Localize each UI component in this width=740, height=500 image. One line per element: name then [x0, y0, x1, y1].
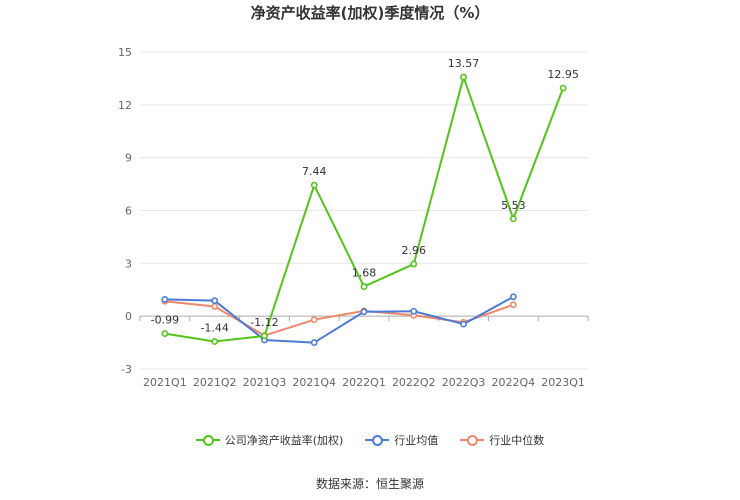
data-point: [161, 296, 169, 303]
data-label: -0.99: [151, 314, 179, 327]
data-point: [161, 330, 169, 338]
grid-lines: [140, 51, 588, 370]
data-label: 5.53: [501, 199, 526, 212]
y-tick-label: 6: [125, 205, 132, 218]
legend-swatch-company: [195, 434, 220, 446]
data-label: 12.95: [547, 68, 579, 81]
data-point: [509, 301, 517, 309]
legend-item-industry-mean[interactable]: 行业均值: [365, 432, 438, 448]
chart-svg: -3 0 3 6 9 12 15 2021Q1 2021Q2 2021Q3 2021Q4 2022Q…: [118, 46, 589, 389]
x-tick-label: 2021Q3: [243, 376, 287, 389]
y-tick-label: 0: [125, 310, 132, 323]
data-point: [410, 260, 418, 268]
data-label: 7.44: [302, 165, 327, 178]
data-point: [460, 320, 467, 328]
y-tick-label: -3: [121, 363, 132, 376]
data-label: 13.57: [448, 57, 480, 70]
data-point: [310, 316, 318, 324]
y-tick-label: 12: [118, 99, 132, 112]
data-point: [509, 293, 517, 301]
data-point: [559, 84, 567, 92]
legend: 公司净资产收益率(加权) 行业均值 行业中位数: [0, 432, 740, 448]
legend-item-company[interactable]: 公司净资产收益率(加权): [195, 432, 344, 448]
data-point: [410, 307, 418, 315]
data-point: [211, 338, 219, 345]
data-point: [211, 303, 219, 310]
x-tick-label: 2022Q4: [492, 376, 536, 389]
x-tick-label: 2022Q1: [342, 376, 386, 389]
legend-label-industry-mean: 行业均值: [394, 434, 439, 447]
legend-swatch-industry-median: [460, 434, 485, 446]
data-point: [460, 73, 467, 81]
legend-item-industry-median[interactable]: 行业中位数: [460, 432, 544, 448]
y-tick-label: 15: [118, 46, 132, 59]
x-tick-label: 2021Q2: [193, 376, 237, 389]
y-tick-label: 3: [125, 257, 132, 270]
x-tick-label: 2022Q3: [442, 376, 486, 389]
x-tick-label: 2023Q1: [541, 376, 585, 389]
legend-label-company: 公司净资产收益率(加权): [224, 434, 344, 447]
data-point: [261, 332, 268, 340]
source-note: 数据来源：恒生聚源: [315, 477, 424, 491]
legend-swatch-industry-mean: [365, 434, 390, 446]
series-group: [161, 73, 567, 346]
series-line: [164, 295, 514, 344]
data-label: 2.96: [402, 244, 427, 257]
chart-title: 净资产收益率(加权)季度情况（%）: [250, 4, 490, 22]
y-tick-label: 9: [125, 152, 132, 165]
data-label: -1.44: [200, 322, 228, 335]
data-labels: -0.99 -1.44 -1.12 7.44 1.68 2.96 13.57 5.53 12.9…: [151, 57, 579, 334]
data-label: 1.68: [352, 267, 377, 280]
data-point: [360, 308, 368, 316]
data-point: [310, 181, 318, 189]
data-label: -1.12: [250, 316, 278, 329]
y-axis: -3 0 3 6 9 12 15: [118, 46, 132, 376]
legend-label-industry-median: 行业中位数: [489, 434, 545, 447]
x-axis: 2021Q1 2021Q2 2021Q3 2021Q4 2022Q1 2022Q2 2022…: [139, 316, 589, 389]
data-point: [509, 215, 517, 223]
x-tick-label: 2021Q4: [292, 376, 336, 389]
x-tick-label: 2022Q2: [392, 376, 436, 389]
x-tick-label: 2021Q1: [143, 376, 187, 389]
data-point: [360, 283, 368, 290]
data-point: [211, 297, 219, 305]
data-point: [310, 339, 318, 346]
